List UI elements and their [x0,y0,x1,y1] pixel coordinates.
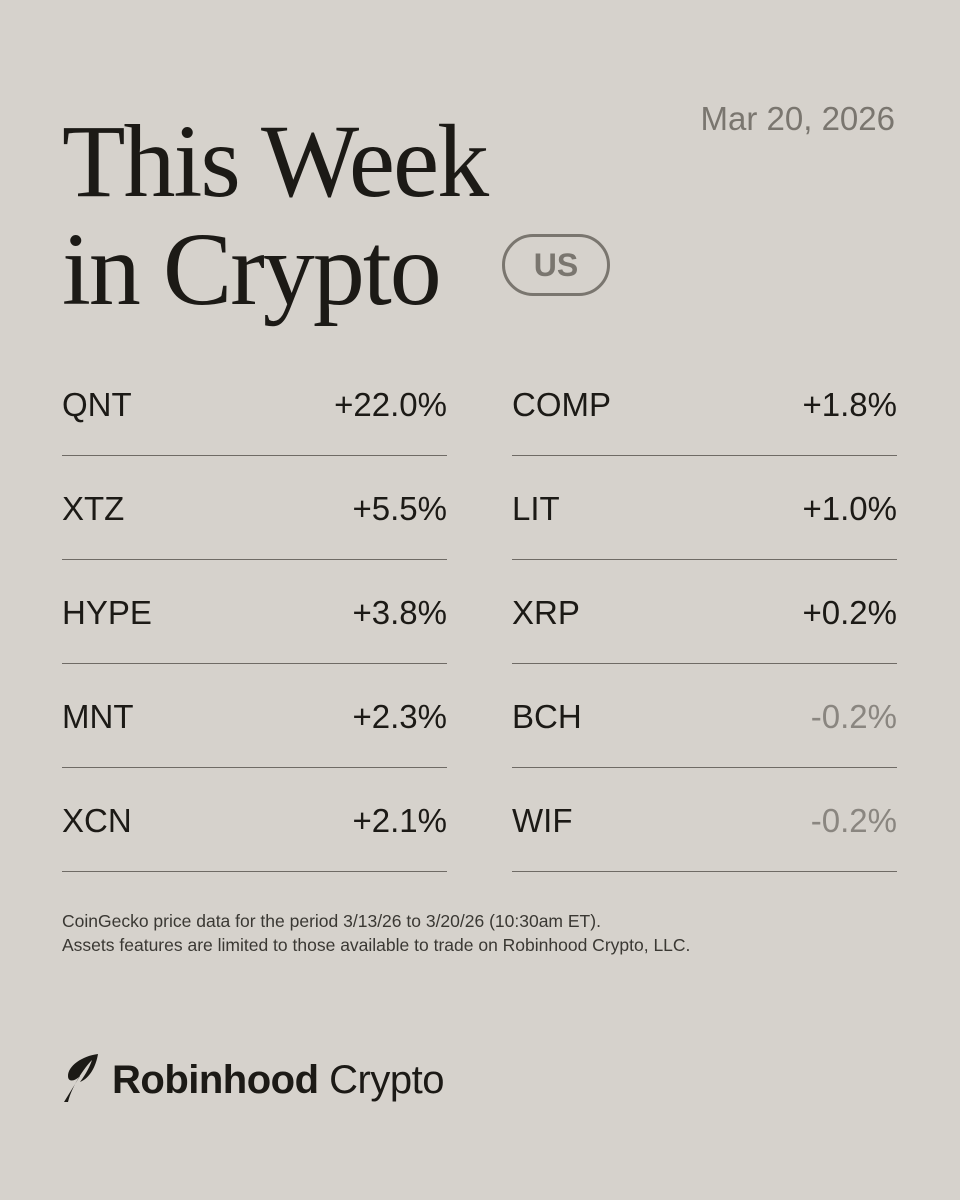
table-row: XTZ +5.5% [62,456,447,560]
title-line: This Week [62,104,489,219]
change: -0.2% [810,698,897,735]
ticker: WIF [512,802,573,839]
change: +22.0% [334,386,447,423]
ticker: BCH [512,698,582,735]
ticker: XRP [512,594,580,631]
table-row: XCN +2.1% [62,768,447,872]
table-row: COMP +1.8% [512,352,897,456]
ticker: XCN [62,802,132,839]
feather-icon [64,1054,98,1102]
table-row: BCH -0.2% [512,664,897,768]
table-row: HYPE +3.8% [62,560,447,664]
table-row: MNT +2.3% [62,664,447,768]
change: +2.1% [352,802,448,839]
table-row: WIF -0.2% [512,768,897,872]
footnote-line: Assets features are limited to those ava… [62,935,691,955]
change: +3.8% [352,594,448,631]
brand-name: Robinhood [112,1058,319,1102]
table-row: QNT +22.0% [62,352,447,456]
ticker: HYPE [62,594,152,631]
brand: Robinhood Crypto [112,1058,444,1103]
table-row: XRP +0.2% [512,560,897,664]
change: +1.8% [802,386,898,423]
ticker: QNT [62,386,132,423]
region-badge: US [502,234,610,296]
ticker: MNT [62,698,134,735]
ticker: XTZ [62,490,125,527]
change: +1.0% [802,490,898,527]
table-row: LIT +1.0% [512,456,897,560]
brand-logo [64,1054,98,1102]
change: +2.3% [352,698,448,735]
change: +5.5% [352,490,448,527]
ticker: LIT [512,490,560,527]
title-line: in Crypto [62,212,442,327]
date: Mar 20, 2026 [700,100,895,137]
ticker: COMP [512,386,611,423]
change: -0.2% [810,802,897,839]
brand-product: Crypto [329,1058,444,1102]
footnote-line: CoinGecko price data for the period 3/13… [62,911,601,931]
change: +0.2% [802,594,898,631]
